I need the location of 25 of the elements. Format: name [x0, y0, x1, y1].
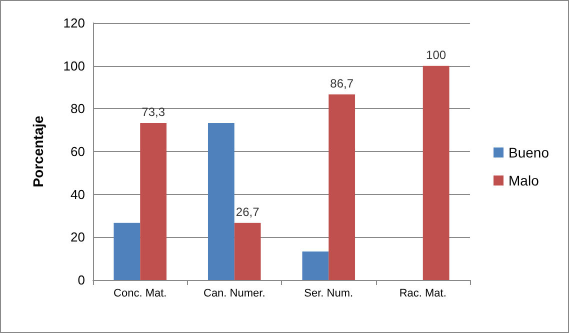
bar	[234, 222, 261, 280]
data-label: 26,7	[236, 204, 260, 219]
x-tick-label: Can. Numer.	[204, 288, 266, 300]
bar	[208, 123, 234, 280]
x-tick-label: Ser. Num.	[304, 288, 354, 300]
y-tick-label: 20	[70, 230, 85, 245]
y-tick-label: 60	[70, 144, 85, 159]
legend-label: Malo	[508, 172, 540, 188]
legend-label: Bueno	[508, 144, 550, 160]
data-label: 100	[426, 48, 446, 62]
x-tick-label: Conc. Mat.	[114, 288, 167, 300]
x-tick-label: Rac. Mat.	[399, 288, 446, 300]
y-tick-label: 80	[70, 101, 85, 116]
bar	[302, 252, 329, 280]
bar	[114, 222, 140, 280]
y-tick-label: 100	[63, 58, 85, 74]
bar	[140, 123, 167, 280]
y-tick-label: 40	[70, 186, 85, 202]
data-label: 73,3	[142, 105, 166, 120]
y-tick-label: 0	[78, 272, 85, 288]
bar	[422, 66, 450, 280]
y-tick-label: 120	[63, 16, 85, 30]
data-label: 86,7	[330, 76, 354, 90]
bar	[328, 94, 356, 280]
y-axis-title: Porcentaje	[30, 115, 46, 188]
